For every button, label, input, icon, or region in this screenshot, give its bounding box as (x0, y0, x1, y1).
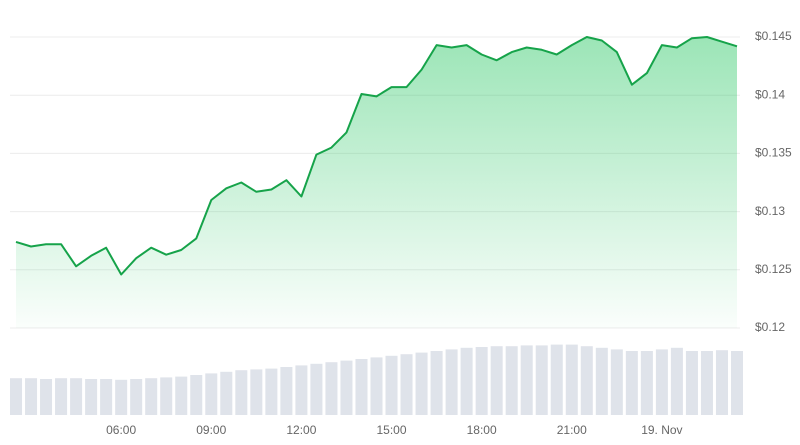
volume-bar (250, 369, 263, 415)
volume-bar (325, 362, 338, 415)
volume-bar (85, 379, 98, 415)
volume-bar (640, 351, 653, 415)
y-tick-label: $0.12 (755, 320, 785, 334)
volume-bar (595, 347, 608, 415)
price-line (15, 36, 738, 276)
volume-bar (115, 379, 128, 415)
volume-bar (430, 351, 443, 415)
y-tick-label: $0.13 (755, 204, 785, 218)
x-tick-label: 15:00 (377, 423, 407, 437)
y-tick-label: $0.145 (755, 29, 792, 43)
x-tick-label: 21:00 (557, 423, 587, 437)
volume-bar (685, 351, 698, 415)
volume-bar (310, 363, 323, 415)
volume-bar (625, 351, 638, 415)
area-fill (16, 37, 737, 328)
volume-bar (400, 354, 413, 415)
volume-bar (295, 365, 308, 415)
volume-bar (145, 378, 158, 415)
volume-bar (550, 344, 563, 415)
volume-bar (520, 345, 533, 415)
y-tick-label: $0.125 (755, 262, 792, 276)
volume-bar (235, 370, 248, 415)
volume-bar (370, 357, 383, 415)
x-tick-label: 18:00 (467, 423, 497, 437)
volume-bar (730, 351, 744, 415)
volume-bar (205, 373, 218, 415)
y-tick-label: $0.135 (755, 146, 792, 160)
volume-bar (130, 379, 143, 415)
x-tick-label: 19. Nov (641, 423, 682, 437)
volume-bar (100, 379, 113, 415)
y-tick-label: $0.14 (755, 87, 785, 101)
volume-bar (355, 359, 368, 415)
volume-bar (505, 346, 518, 415)
x-tick-label: 09:00 (196, 423, 226, 437)
volume-bar (70, 378, 83, 415)
volume-bar (535, 345, 548, 415)
volume-bar (55, 378, 68, 415)
volume-bar (490, 346, 503, 415)
volume-bar (280, 367, 293, 415)
volume-bar (715, 350, 728, 415)
x-tick-label: 06:00 (106, 423, 136, 437)
volume-bar (415, 352, 428, 415)
volume-bar (580, 346, 593, 415)
volume-bar (10, 378, 23, 415)
volume-bar (655, 349, 668, 415)
volume-bar (40, 379, 53, 415)
volume-bar (670, 347, 683, 415)
volume-bar (475, 347, 488, 415)
volume-bar (700, 351, 713, 415)
volume-bar (445, 349, 458, 415)
volume-bar (265, 368, 278, 415)
volume-bar (220, 371, 233, 415)
volume-bar (610, 349, 623, 415)
volume-bar (385, 355, 398, 415)
volume-bar (340, 360, 353, 415)
x-tick-label: 12:00 (286, 423, 316, 437)
volume-bar (460, 347, 473, 415)
volume-bar (160, 377, 173, 415)
volume-bar (565, 344, 578, 415)
volume-bar (175, 376, 188, 415)
volume-bar (25, 378, 38, 415)
volume-bar (190, 375, 203, 415)
